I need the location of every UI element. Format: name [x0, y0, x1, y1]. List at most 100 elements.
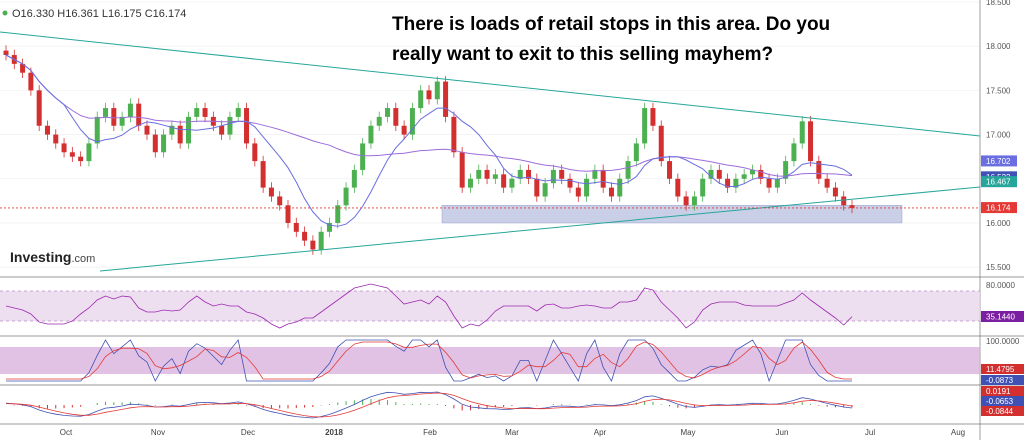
price-tag-value: 16.467 — [986, 178, 1011, 187]
candle — [418, 85, 424, 114]
candle-body — [625, 161, 631, 179]
candle — [219, 120, 225, 140]
candle-body — [260, 161, 266, 188]
candle-body — [550, 169, 556, 184]
candle-body — [127, 103, 133, 117]
candle-body — [708, 169, 714, 179]
candle — [808, 116, 814, 167]
candle-body — [409, 108, 415, 135]
candle-body — [418, 90, 424, 109]
candle — [683, 191, 689, 211]
candle-body — [360, 143, 366, 170]
candle-body — [3, 50, 9, 56]
candle — [194, 102, 200, 123]
candle-body — [144, 125, 150, 135]
macd-tag-1 — [981, 386, 1024, 396]
candle — [542, 177, 548, 202]
y-tick-label: 15.500 — [986, 263, 1011, 272]
candle — [335, 199, 341, 229]
candle — [841, 191, 847, 211]
price-tag: 16.174 — [981, 202, 1017, 214]
candle — [667, 155, 673, 185]
candle — [185, 111, 191, 149]
candle — [169, 120, 175, 140]
candle-body — [559, 169, 565, 179]
candle-body — [44, 125, 50, 135]
candle — [526, 164, 532, 185]
candle-body — [642, 108, 648, 144]
x-tick-label: May — [680, 428, 695, 437]
candle-body — [351, 169, 357, 188]
candle — [252, 138, 258, 167]
macd-tag-3-value: -0.0844 — [986, 407, 1014, 416]
candle — [783, 155, 789, 185]
price-tag: 16.467 — [981, 176, 1017, 188]
candle — [791, 138, 797, 167]
candle-body — [53, 134, 59, 144]
investing-logo: Investing.com — [10, 249, 95, 265]
candle-body — [426, 90, 432, 100]
candle-body — [94, 116, 100, 144]
candle — [584, 173, 590, 202]
candle-body — [526, 169, 532, 179]
candle — [476, 164, 482, 185]
candle — [177, 120, 183, 149]
candle-body — [219, 125, 225, 135]
candle — [94, 111, 100, 149]
candle-body — [161, 134, 167, 153]
candle-body — [169, 125, 175, 135]
candle-body — [749, 169, 755, 175]
candle-body — [335, 205, 341, 223]
rsi-band — [0, 291, 980, 321]
candle-body — [227, 116, 233, 135]
candle-body — [766, 178, 772, 188]
candle-body — [691, 196, 697, 206]
candle — [244, 102, 250, 149]
candle — [260, 155, 266, 193]
candle-body — [517, 169, 523, 179]
candle — [310, 235, 316, 255]
candle — [608, 182, 614, 202]
candle-body — [741, 174, 747, 179]
price-tag-value: 16.702 — [986, 157, 1011, 166]
candle-body — [534, 178, 540, 197]
rsi-tick-80: 80.0000 — [986, 281, 1015, 290]
candle-body — [111, 108, 117, 126]
candle — [501, 169, 507, 193]
stoch-tag-2-value: -0.0873 — [986, 376, 1014, 385]
candle-body — [86, 143, 92, 162]
stoch-tag-1-value: 11.4795 — [986, 365, 1015, 374]
candle — [550, 164, 556, 189]
upper-trendline — [0, 31, 981, 137]
macd-tag-3 — [981, 406, 1024, 416]
candle-body — [443, 81, 449, 117]
candle-body — [608, 187, 614, 197]
candle — [127, 98, 133, 123]
candle-body — [592, 169, 598, 179]
x-tick-label: Mar — [505, 428, 519, 437]
candle — [691, 191, 697, 211]
candle — [700, 173, 706, 202]
candle — [467, 173, 473, 193]
rsi-last-tag — [981, 311, 1024, 322]
y-axis-ticks: 18.50018.00017.50017.00016.50016.00015.5… — [986, 0, 1011, 272]
annotation-line-2: really want to exit to this selling mayh… — [392, 44, 773, 65]
candle-body — [244, 108, 250, 144]
candle-body — [78, 156, 84, 162]
candle-body — [393, 108, 399, 126]
stoch-band — [0, 347, 980, 374]
candle-body — [584, 178, 590, 197]
candle-body — [658, 125, 664, 162]
candle-body — [758, 169, 764, 179]
candle — [103, 102, 109, 123]
stoch-tick-100: 100.0000 — [986, 337, 1020, 346]
candle — [235, 102, 241, 123]
candle-body — [451, 116, 457, 153]
candle-body — [152, 134, 158, 153]
candle — [766, 173, 772, 193]
candle — [484, 164, 490, 185]
x-tick-label: Jul — [865, 428, 875, 437]
candle-body — [675, 178, 681, 197]
